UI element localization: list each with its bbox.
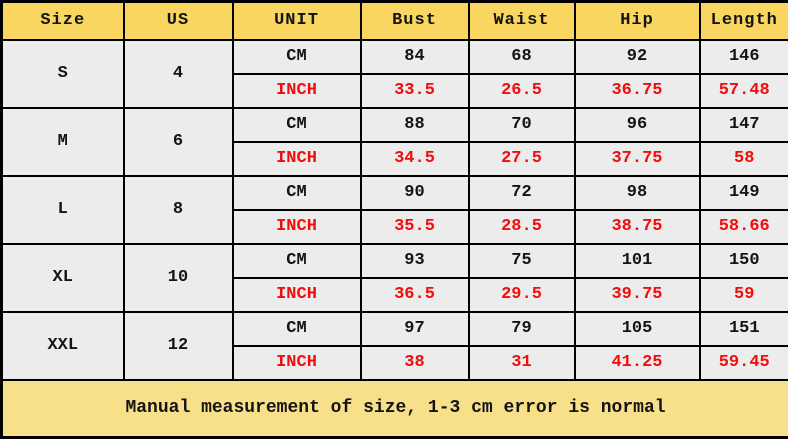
header-us: US xyxy=(124,2,233,40)
size-cell: S xyxy=(2,40,124,108)
size-cell: L xyxy=(2,176,124,244)
bust-inch-value: 36.5 xyxy=(361,278,469,312)
length-inch-value: 58 xyxy=(700,142,788,176)
table-row-m-cm: M 6 CM 88 70 96 147 xyxy=(2,108,788,142)
footer-note: Manual measurement of size, 1-3 cm error… xyxy=(2,380,788,438)
length-inch-value: 57.48 xyxy=(700,74,788,108)
waist-cm-value: 70 xyxy=(469,108,575,142)
header-unit: UNIT xyxy=(233,2,361,40)
hip-inch-value: 37.75 xyxy=(575,142,700,176)
us-cell: 12 xyxy=(124,312,233,380)
unit-cm-label: CM xyxy=(233,312,361,346)
length-inch-value: 59.45 xyxy=(700,346,788,380)
bust-inch-value: 33.5 xyxy=(361,74,469,108)
unit-inch-label: INCH xyxy=(233,278,361,312)
table-row-xl-cm: XL 10 CM 93 75 101 150 xyxy=(2,244,788,278)
header-length: Length xyxy=(700,2,788,40)
length-cm-value: 151 xyxy=(700,312,788,346)
bust-cm-value: 90 xyxy=(361,176,469,210)
unit-cm-label: CM xyxy=(233,176,361,210)
hip-cm-value: 92 xyxy=(575,40,700,74)
waist-inch-value: 27.5 xyxy=(469,142,575,176)
waist-cm-value: 75 xyxy=(469,244,575,278)
us-cell: 10 xyxy=(124,244,233,312)
length-cm-value: 150 xyxy=(700,244,788,278)
hip-cm-value: 105 xyxy=(575,312,700,346)
size-cell: XXL xyxy=(2,312,124,380)
unit-inch-label: INCH xyxy=(233,142,361,176)
size-cell: M xyxy=(2,108,124,176)
bust-inch-value: 38 xyxy=(361,346,469,380)
bust-inch-value: 34.5 xyxy=(361,142,469,176)
unit-cm-label: CM xyxy=(233,40,361,74)
header-size: Size xyxy=(2,2,124,40)
unit-cm-label: CM xyxy=(233,108,361,142)
us-cell: 4 xyxy=(124,40,233,108)
hip-inch-value: 41.25 xyxy=(575,346,700,380)
length-cm-value: 147 xyxy=(700,108,788,142)
waist-cm-value: 68 xyxy=(469,40,575,74)
length-inch-value: 58.66 xyxy=(700,210,788,244)
size-cell: XL xyxy=(2,244,124,312)
waist-inch-value: 28.5 xyxy=(469,210,575,244)
table-row-xxl-cm: XXL 12 CM 97 79 105 151 xyxy=(2,312,788,346)
header-waist: Waist xyxy=(469,2,575,40)
header-bust: Bust xyxy=(361,2,469,40)
unit-inch-label: INCH xyxy=(233,74,361,108)
hip-inch-value: 36.75 xyxy=(575,74,700,108)
unit-inch-label: INCH xyxy=(233,210,361,244)
bust-cm-value: 88 xyxy=(361,108,469,142)
bust-cm-value: 84 xyxy=(361,40,469,74)
header-hip: Hip xyxy=(575,2,700,40)
length-inch-value: 59 xyxy=(700,278,788,312)
hip-inch-value: 39.75 xyxy=(575,278,700,312)
us-cell: 6 xyxy=(124,108,233,176)
header-row: Size US UNIT Bust Waist Hip Length xyxy=(2,2,788,40)
hip-cm-value: 96 xyxy=(575,108,700,142)
table-row-l-cm: L 8 CM 90 72 98 149 xyxy=(2,176,788,210)
waist-inch-value: 26.5 xyxy=(469,74,575,108)
hip-inch-value: 38.75 xyxy=(575,210,700,244)
length-cm-value: 146 xyxy=(700,40,788,74)
bust-inch-value: 35.5 xyxy=(361,210,469,244)
hip-cm-value: 101 xyxy=(575,244,700,278)
footer-row: Manual measurement of size, 1-3 cm error… xyxy=(2,380,788,438)
waist-inch-value: 31 xyxy=(469,346,575,380)
length-cm-value: 149 xyxy=(700,176,788,210)
unit-inch-label: INCH xyxy=(233,346,361,380)
bust-cm-value: 93 xyxy=(361,244,469,278)
waist-cm-value: 72 xyxy=(469,176,575,210)
waist-inch-value: 29.5 xyxy=(469,278,575,312)
table-row-s-cm: S 4 CM 84 68 92 146 xyxy=(2,40,788,74)
us-cell: 8 xyxy=(124,176,233,244)
waist-cm-value: 79 xyxy=(469,312,575,346)
unit-cm-label: CM xyxy=(233,244,361,278)
bust-cm-value: 97 xyxy=(361,312,469,346)
hip-cm-value: 98 xyxy=(575,176,700,210)
